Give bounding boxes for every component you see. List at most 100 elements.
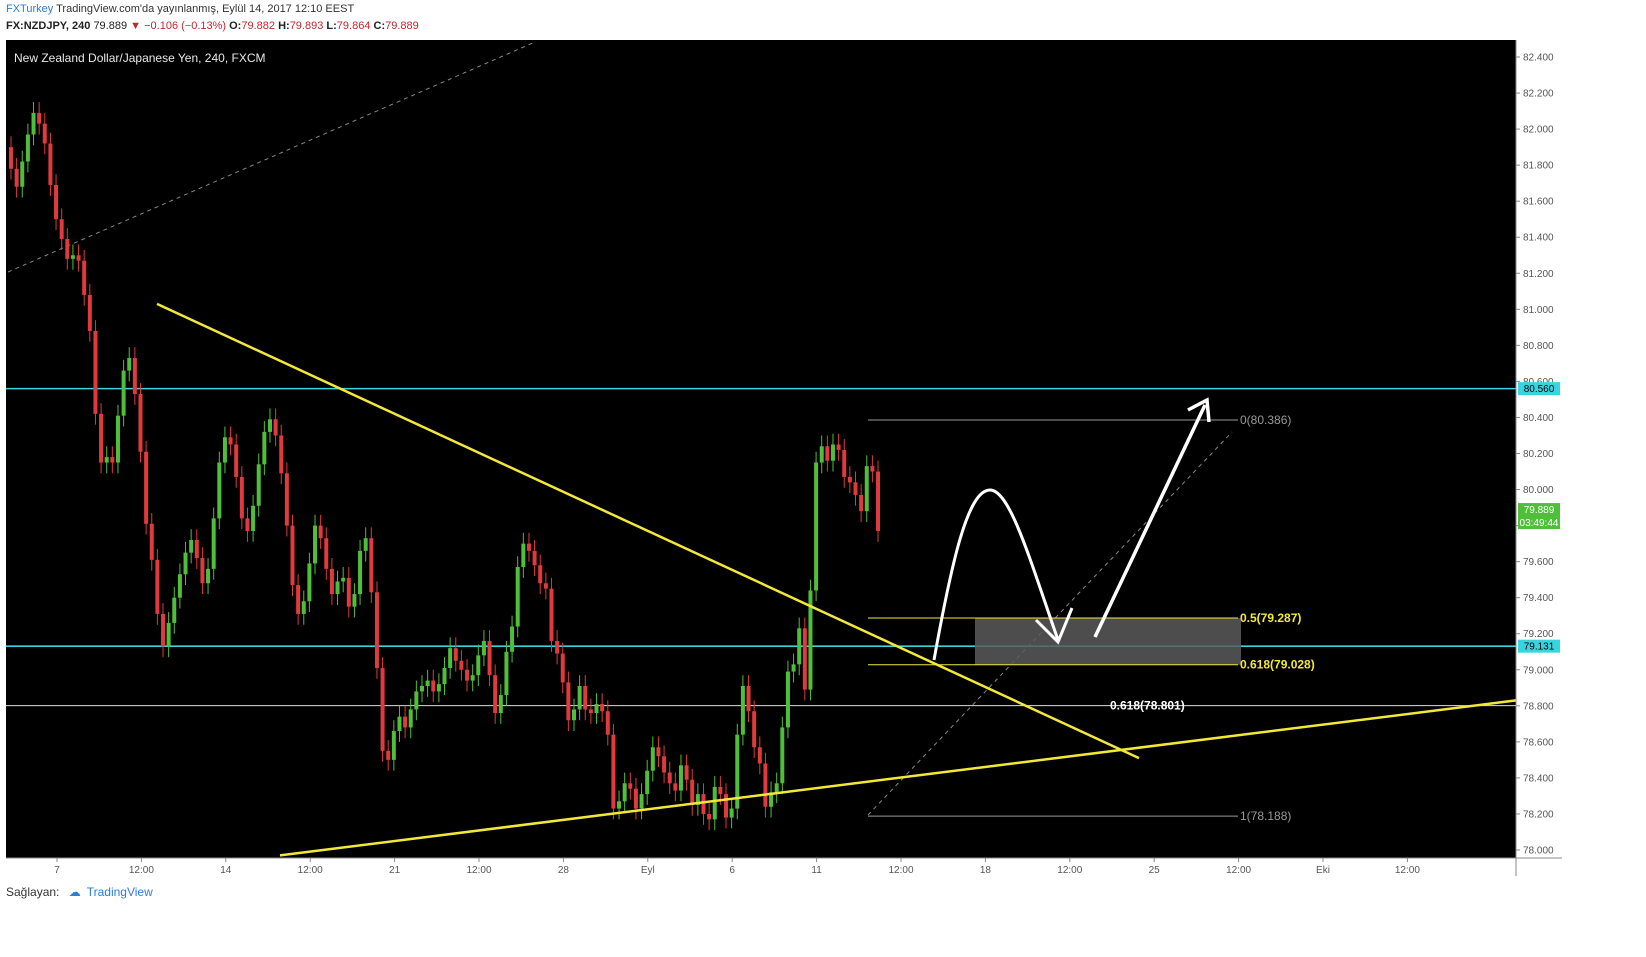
candle-body	[830, 444, 835, 461]
candle-body	[853, 482, 858, 495]
candle-body	[453, 648, 458, 661]
y-tick-label: 82.200	[1523, 89, 1554, 100]
tradingview-logo-icon[interactable]: ☁	[68, 885, 81, 899]
high-value: 79.893	[289, 20, 324, 32]
candle-body	[465, 669, 470, 681]
candle-body	[650, 747, 655, 771]
x-tick-label: 12:00	[466, 865, 491, 876]
candle-body	[132, 357, 137, 395]
candle-body	[774, 783, 779, 793]
candle-body	[155, 559, 160, 614]
x-tick-label: 12:00	[1395, 865, 1420, 876]
candle-body	[200, 558, 205, 584]
low-value: 79.864	[336, 20, 371, 32]
trendlines	[156, 302, 1517, 857]
tradingview-link[interactable]: TradingView	[86, 885, 153, 899]
candle-body	[166, 622, 171, 647]
candle-body	[695, 794, 700, 805]
candle-body	[555, 640, 560, 654]
candle-body	[543, 583, 548, 589]
candle-body	[769, 792, 774, 807]
candle-body	[374, 592, 379, 668]
candle-body	[780, 727, 785, 784]
candle-body	[318, 525, 323, 539]
candle-body	[431, 680, 436, 692]
y-tick-label: 79.400	[1523, 593, 1554, 604]
open-value: 79.882	[241, 20, 276, 32]
up-projection-arrow	[1093, 404, 1207, 638]
candle-body	[149, 523, 154, 560]
y-tick-label: 78.000	[1523, 846, 1554, 857]
candle-body	[639, 794, 644, 809]
candle-body	[183, 552, 188, 575]
candle-body	[442, 667, 447, 685]
svg-text:79.889: 79.889	[1524, 505, 1555, 516]
footer: Sağlayan: ☁ TradingView	[6, 885, 153, 899]
close-label: C:	[373, 20, 386, 32]
y-tick-label: 78.600	[1523, 737, 1554, 748]
candle-body	[633, 788, 638, 809]
candle-body	[436, 684, 441, 692]
candle-body	[510, 626, 515, 652]
candle-body	[217, 462, 222, 519]
candle-body	[313, 525, 318, 564]
x-tick-label: 12:00	[129, 865, 154, 876]
candle-body	[408, 709, 413, 728]
candle-body	[391, 731, 396, 760]
chart-title: New Zealand Dollar/Japanese Yen, 240, FX…	[14, 51, 265, 65]
candle-body	[476, 655, 481, 676]
x-tick-label: 14	[220, 865, 232, 876]
candle-body	[678, 765, 683, 791]
candle-body	[746, 685, 751, 712]
candle-body	[740, 685, 745, 735]
author-link[interactable]: FXTurkey	[6, 3, 54, 15]
candle-body	[825, 446, 830, 461]
candle-body	[234, 444, 239, 477]
down-arrow-icon: ▼	[130, 20, 142, 32]
candle-body	[256, 464, 261, 506]
candle-body	[594, 704, 599, 714]
candle-body	[82, 260, 87, 295]
y-tick-label: 81.000	[1523, 305, 1554, 316]
y-tick-label: 81.600	[1523, 197, 1554, 208]
candle-body	[414, 691, 419, 710]
candle-body	[752, 711, 757, 748]
candle-body	[515, 567, 520, 627]
candle-body	[341, 577, 346, 582]
low-label: L:	[326, 20, 337, 32]
candle-body	[104, 457, 109, 463]
candle-body	[144, 451, 149, 524]
candle-body	[403, 716, 408, 728]
candle-body	[662, 756, 667, 773]
candle-body	[194, 540, 199, 559]
candle-body	[757, 747, 762, 764]
x-tick-label: 21	[389, 865, 401, 876]
candle-body	[876, 471, 881, 531]
candle-body	[93, 330, 98, 414]
candle-body	[42, 123, 47, 144]
candle-body	[842, 449, 847, 477]
candle-body	[588, 709, 593, 714]
candle-body	[577, 685, 582, 710]
candle-body	[487, 640, 492, 676]
candle-body	[296, 585, 301, 614]
x-tick-label: 18	[980, 865, 992, 876]
x-tick-label: 7	[54, 865, 60, 876]
last-price-badge: 79.889 03:49:44	[1518, 503, 1560, 530]
x-tick-label: 25	[1149, 865, 1161, 876]
candle-body	[538, 565, 543, 584]
candle-body	[797, 628, 802, 665]
candle-body	[667, 772, 672, 784]
candle-body	[110, 457, 115, 463]
candle-body	[290, 525, 295, 586]
plot-background	[6, 40, 1516, 858]
candle-body	[690, 779, 695, 805]
candle-body	[54, 184, 59, 220]
candle-body	[701, 794, 706, 814]
candle-body	[785, 671, 790, 728]
x-tick-label: 11	[811, 865, 822, 876]
candle-body	[791, 664, 796, 672]
candle-body	[239, 476, 244, 519]
close-value: 79.889	[385, 20, 419, 32]
